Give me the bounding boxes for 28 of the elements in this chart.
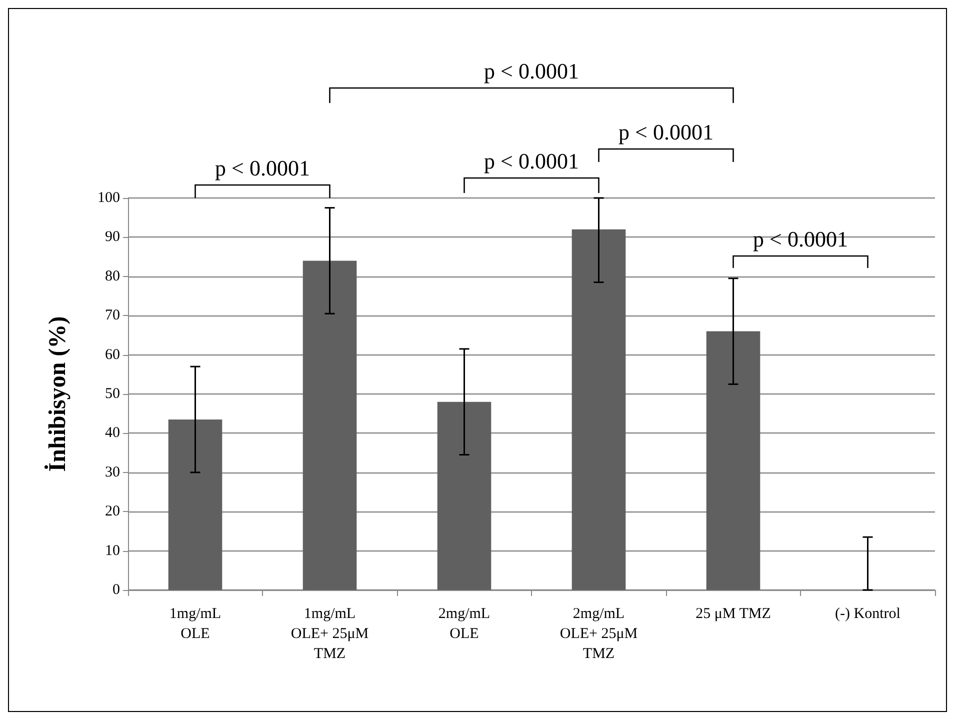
y-tick-label: 60 — [105, 346, 120, 363]
y-tick-label: 20 — [105, 504, 120, 520]
y-tick-label: 80 — [105, 268, 120, 284]
y-tick-label: 10 — [105, 542, 120, 559]
y-tick-label: 40 — [105, 425, 120, 442]
bar — [302, 260, 357, 590]
y-tick-label: 0 — [112, 582, 120, 598]
y-axis-title: İnhibisyon (%) — [44, 316, 71, 472]
y-tick-label: 30 — [105, 464, 120, 480]
x-tick-label: 25 μM TMZ — [696, 606, 771, 622]
bar — [706, 331, 760, 590]
bar — [572, 229, 626, 590]
text: p < 0.0001 — [484, 148, 579, 174]
text: p < 0.0001 — [618, 120, 714, 144]
x-tick-label: (-) Kontrol — [835, 606, 900, 622]
x-tick-label: 1mg/mL OLE — [169, 606, 222, 642]
bar — [437, 402, 492, 590]
x-tick-label: 2mg/mL OLE+ 25μM TMZ — [560, 606, 638, 662]
bar — [168, 419, 222, 590]
text: p < 0.0001 — [484, 58, 579, 84]
y-tick-label: 100 — [98, 190, 120, 206]
text: p < 0.0001 — [215, 156, 310, 180]
annotation: p < 0.0001 — [753, 226, 848, 252]
x-tick-label: 2mg/mL OLE — [438, 606, 490, 642]
y-tick-label: 70 — [105, 308, 120, 324]
y-tick-label: 90 — [105, 229, 120, 246]
y-tick-label: 50 — [105, 386, 120, 402]
x-tick-label: 1mg/mL OLE+ 25μM TMZ — [290, 606, 369, 662]
